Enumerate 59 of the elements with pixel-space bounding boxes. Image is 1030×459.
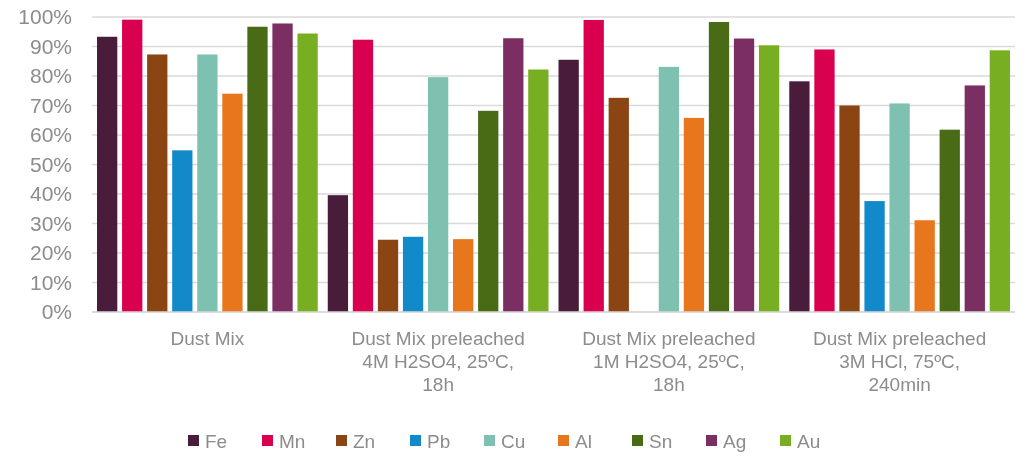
- bar: [122, 19, 143, 312]
- bar: [914, 220, 935, 312]
- bar: [172, 150, 193, 312]
- bar: [478, 110, 499, 312]
- bar: [558, 59, 579, 312]
- y-tick-label: 30%: [29, 211, 72, 235]
- legend-label: Zn: [353, 430, 376, 452]
- bar: [297, 33, 318, 312]
- bar: [528, 69, 549, 312]
- bar: [758, 45, 780, 312]
- bar: [402, 236, 424, 312]
- bar: [814, 49, 835, 312]
- y-tick-label: 10%: [29, 270, 72, 294]
- bar: [839, 105, 860, 312]
- bar: [453, 239, 474, 312]
- legend-label: Fe: [205, 430, 228, 452]
- bar: [377, 239, 399, 312]
- y-tick-label: 20%: [29, 241, 72, 265]
- legend-label: Sn: [649, 430, 673, 452]
- x-tick-label: Dust Mix preleached 3M HCl, 75ºC, 240min: [813, 328, 987, 395]
- bar: [247, 26, 268, 312]
- bar: [889, 103, 910, 312]
- x-tick-label: Dust Mix: [170, 328, 245, 349]
- bar: [939, 129, 960, 312]
- bar: [352, 39, 374, 312]
- bar: [147, 54, 168, 312]
- bar: [683, 117, 705, 312]
- bar: [733, 38, 755, 312]
- bar: [503, 38, 524, 312]
- bar: [989, 50, 1010, 312]
- bar: [583, 19, 604, 312]
- y-tick-label: 50%: [29, 152, 72, 176]
- bar: [608, 97, 629, 312]
- bar: [789, 81, 810, 312]
- bar: [708, 22, 730, 312]
- y-tick-label: 40%: [29, 182, 72, 206]
- x-tick-label: Dust Mix preleached 4M H2SO4, 25ºC, 18h: [351, 328, 525, 395]
- y-tick-label: 0%: [41, 300, 72, 324]
- bar: [427, 77, 449, 312]
- legend-label: Al: [575, 430, 592, 452]
- bar: [97, 36, 118, 312]
- bar: [964, 85, 985, 312]
- x-tick-label: Dust Mix preleached 1M H2SO4, 25ºC, 18h: [582, 328, 756, 395]
- legend-label: Au: [797, 430, 821, 452]
- bar: [197, 54, 218, 312]
- y-tick-label: 70%: [29, 93, 72, 117]
- bar: [658, 66, 680, 312]
- y-tick-label: 80%: [29, 64, 72, 88]
- y-tick-label: 60%: [29, 123, 72, 147]
- y-tick-label: 90%: [29, 34, 72, 58]
- legend-label: Pb: [427, 430, 451, 452]
- legend-label: Mn: [279, 430, 306, 452]
- bar: [327, 195, 349, 312]
- bar: [222, 93, 243, 312]
- bar: [864, 201, 885, 312]
- legend-label: Cu: [501, 430, 526, 452]
- bar: [272, 23, 293, 312]
- legend-label: Ag: [723, 430, 747, 452]
- y-tick-label: 100%: [18, 5, 72, 29]
